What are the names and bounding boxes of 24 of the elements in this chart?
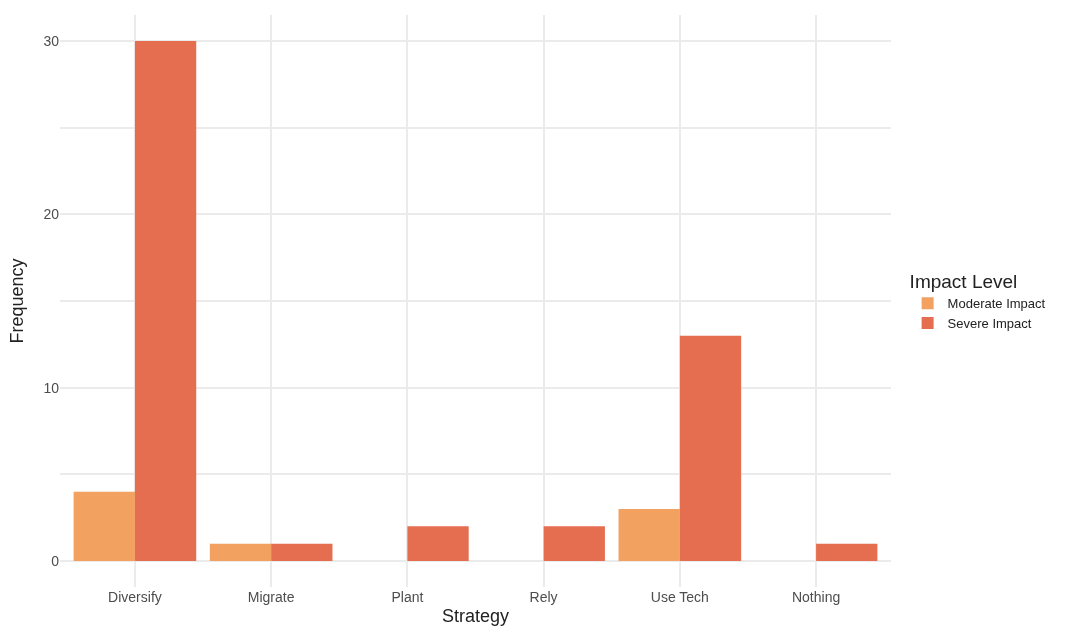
bar — [816, 543, 878, 561]
bar — [543, 526, 605, 561]
x-tick-label: Diversify — [108, 589, 162, 605]
bar — [73, 491, 135, 561]
x-axis-title: Strategy — [441, 606, 510, 627]
bar — [618, 509, 680, 561]
legend-title: Impact Level — [909, 271, 1018, 293]
y-tick-label: 30 — [43, 32, 60, 49]
x-tick-label: Rely — [529, 589, 558, 605]
legend-label: Moderate Impact — [947, 296, 1046, 312]
y-axis-title: Frequency — [6, 258, 27, 344]
bar — [407, 526, 469, 561]
x-tick-label: Use Tech — [650, 589, 709, 605]
y-tick-label: 10 — [43, 379, 60, 396]
bar — [271, 543, 333, 561]
bar — [679, 335, 742, 561]
y-tick-label: 0 — [51, 552, 60, 569]
y-tick-label: 20 — [43, 206, 60, 223]
x-tick-label: Migrate — [247, 589, 295, 605]
x-tick-label: Nothing — [791, 589, 841, 605]
bar — [134, 41, 197, 561]
bar — [209, 543, 272, 561]
x-tick-label: Plant — [391, 589, 424, 605]
legend-label: Severe Impact — [947, 316, 1032, 332]
